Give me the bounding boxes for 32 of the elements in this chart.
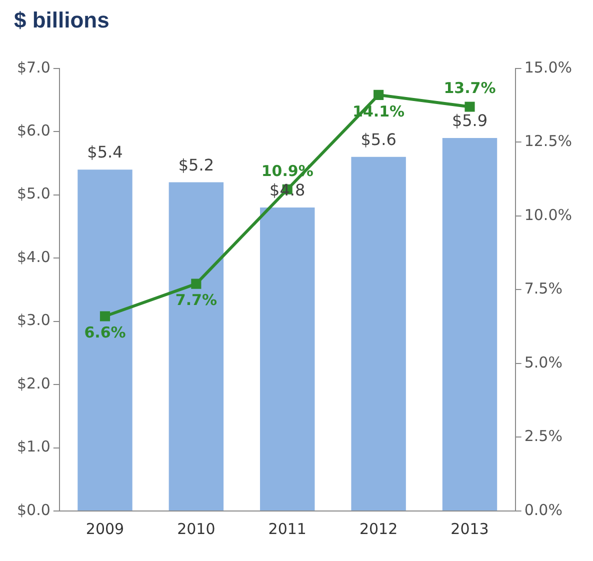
- point: [374, 90, 384, 100]
- point: [100, 311, 110, 322]
- y-tick-label: $1.0: [16, 438, 50, 456]
- y-tick-label: $3.0: [16, 311, 50, 330]
- y-tick-label: $7.0: [16, 58, 50, 76]
- y-tick-label: $2.0: [16, 374, 50, 392]
- data-label: $5.4: [87, 142, 123, 162]
- point: [464, 102, 475, 112]
- data-label: 7.7%: [175, 291, 217, 310]
- y2-tick-label: 0.0%: [524, 500, 562, 519]
- data-label: $5.6: [360, 130, 396, 150]
- x-tick-label: 2011: [268, 520, 306, 538]
- y2-tick-label: 15.0%: [524, 58, 572, 76]
- data-label: $5.9: [452, 111, 488, 130]
- y-tick-label: $5.0: [16, 184, 50, 203]
- x-tick-label: 2012: [359, 520, 398, 538]
- x-tick-label: 2010: [177, 520, 216, 538]
- y2-tick-label: 10.0%: [524, 206, 572, 224]
- y2-tick-label: 5.0%: [524, 353, 562, 372]
- x-tick-label: 2009: [86, 520, 124, 538]
- point: [191, 278, 202, 289]
- data-label: $5.2: [178, 155, 214, 174]
- data-label: 6.6%: [84, 324, 126, 342]
- chart-title: $ billions: [14, 7, 110, 32]
- y2-tick-label: 2.5%: [524, 427, 562, 446]
- y2-tick-label: 7.5%: [524, 280, 562, 298]
- y-tick-label: $6.0: [16, 122, 50, 140]
- y-tick-label: $0.0: [16, 500, 50, 519]
- x-tick-label: 2013: [450, 520, 489, 538]
- y-tick-label: $4.0: [16, 248, 50, 266]
- data-label: 13.7%: [444, 79, 496, 98]
- y2-tick-label: 12.5%: [524, 132, 572, 150]
